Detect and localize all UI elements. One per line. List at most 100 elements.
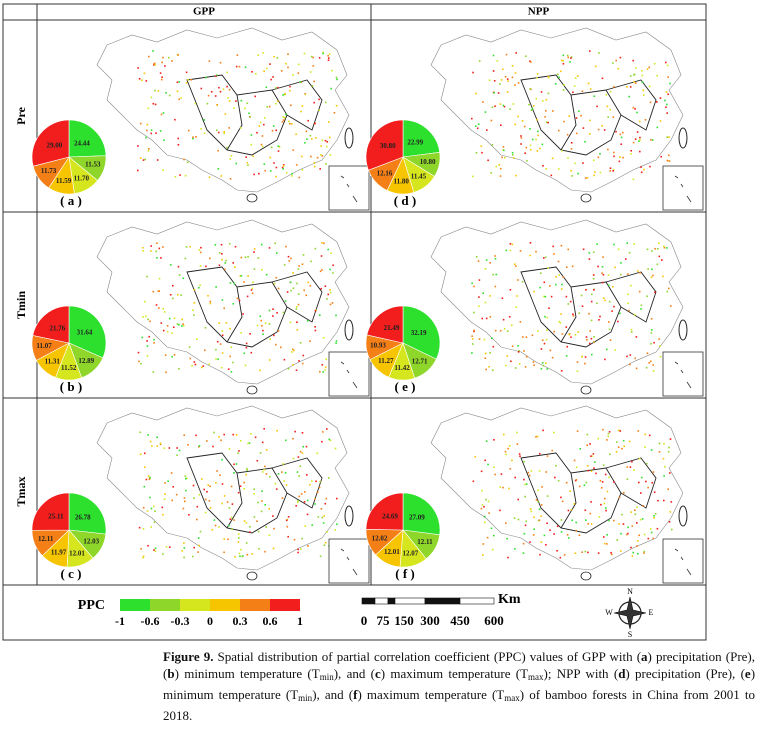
map-pixel xyxy=(539,553,541,556)
map-pixel xyxy=(248,112,250,115)
inset-map xyxy=(328,165,370,211)
map-pixel xyxy=(543,257,545,259)
map-pixel xyxy=(543,295,545,298)
map-pixel xyxy=(262,471,264,473)
island xyxy=(344,127,354,149)
pie-slice xyxy=(402,119,441,158)
map-pixel xyxy=(161,76,163,78)
map-pixel xyxy=(558,168,560,170)
map-pixel xyxy=(259,452,262,454)
map-pixel xyxy=(582,127,585,129)
map-pixel xyxy=(282,311,285,314)
map-pixel xyxy=(524,366,527,368)
map-pixel xyxy=(637,540,639,542)
map-pixel xyxy=(146,345,149,347)
map-pixel xyxy=(609,170,612,172)
map-pixel xyxy=(628,309,630,312)
map-pixel xyxy=(233,519,235,521)
map-pixel xyxy=(332,272,334,274)
map-pixel xyxy=(533,290,535,293)
map-pixel xyxy=(602,273,605,276)
map-pixel xyxy=(286,291,289,293)
map-pixel xyxy=(535,250,537,253)
map-pixel xyxy=(301,537,303,540)
inset-islands xyxy=(674,175,692,203)
map-pixel xyxy=(328,121,330,123)
map-pixel xyxy=(511,151,514,154)
map-pixel xyxy=(243,481,245,484)
map-pixel xyxy=(293,538,296,541)
map-pixel xyxy=(150,96,153,99)
map-pixel xyxy=(584,550,587,553)
map-pixel xyxy=(159,130,162,132)
map-pixel xyxy=(216,104,218,106)
map-pixel xyxy=(195,434,197,437)
map-pixel xyxy=(218,526,220,528)
map-pixel xyxy=(241,555,244,558)
map-pixel xyxy=(159,442,162,444)
map-pixel xyxy=(581,355,583,358)
map-pixel xyxy=(669,472,671,474)
map-pixel xyxy=(493,466,495,468)
map-pixel xyxy=(560,531,563,533)
map-pixel xyxy=(321,242,323,244)
map-pixel xyxy=(153,64,155,66)
map-pixel xyxy=(142,316,144,318)
map-pixel xyxy=(193,497,195,499)
map-pixel xyxy=(570,57,572,59)
map-pixel xyxy=(226,71,228,74)
map-pixel xyxy=(277,330,280,332)
map-pixel xyxy=(137,169,139,172)
map-pixel xyxy=(230,485,233,488)
map-pixel xyxy=(232,262,234,264)
map-pixel xyxy=(200,128,202,130)
map-pixel xyxy=(650,332,653,334)
map-pixel xyxy=(245,346,248,349)
map-pixel xyxy=(331,69,333,72)
map-pixel xyxy=(554,476,556,479)
map-pixel xyxy=(162,56,164,59)
map-pixel xyxy=(168,94,171,97)
map-pixel xyxy=(311,85,314,87)
map-pixel xyxy=(525,55,527,57)
panel-label: ( a ) xyxy=(60,193,82,208)
map-pixel xyxy=(550,295,553,298)
map-pixel xyxy=(213,431,215,434)
map-pixel xyxy=(640,308,642,310)
map-pixel xyxy=(483,506,485,508)
map-pixel xyxy=(224,262,227,264)
map-pixel xyxy=(244,256,247,258)
map-pixel xyxy=(538,519,541,521)
map-pixel xyxy=(602,297,605,299)
map-pixel xyxy=(204,349,206,352)
map-pixel xyxy=(634,108,636,110)
pie-slice xyxy=(32,305,70,344)
map-pixel xyxy=(603,502,606,505)
map-pixel xyxy=(566,54,569,57)
map-pixel xyxy=(484,111,487,113)
map-pixel xyxy=(156,242,158,244)
map-pixel xyxy=(162,553,164,555)
map-pixel xyxy=(545,544,547,546)
map-pixel xyxy=(259,121,262,124)
map-pixel xyxy=(142,555,145,558)
map-pixel xyxy=(147,107,150,110)
map-pixel xyxy=(229,158,232,160)
map-pixel xyxy=(168,447,171,449)
map-pixel xyxy=(281,471,283,473)
map-pixel xyxy=(314,498,316,501)
map-pixel xyxy=(296,282,298,285)
map-pixel xyxy=(253,248,256,250)
map-pixel xyxy=(640,492,642,494)
map-pixel xyxy=(485,317,488,320)
inset-islands xyxy=(674,361,692,389)
map-pixel xyxy=(651,481,653,484)
map-pixel xyxy=(471,338,474,340)
map-pixel xyxy=(251,553,254,555)
map-pixel xyxy=(229,282,232,284)
map-pixel xyxy=(613,155,615,158)
map-pixel xyxy=(291,351,293,353)
map-pixel xyxy=(247,255,249,258)
map-pixel xyxy=(158,290,160,292)
map-pixel xyxy=(592,251,595,254)
